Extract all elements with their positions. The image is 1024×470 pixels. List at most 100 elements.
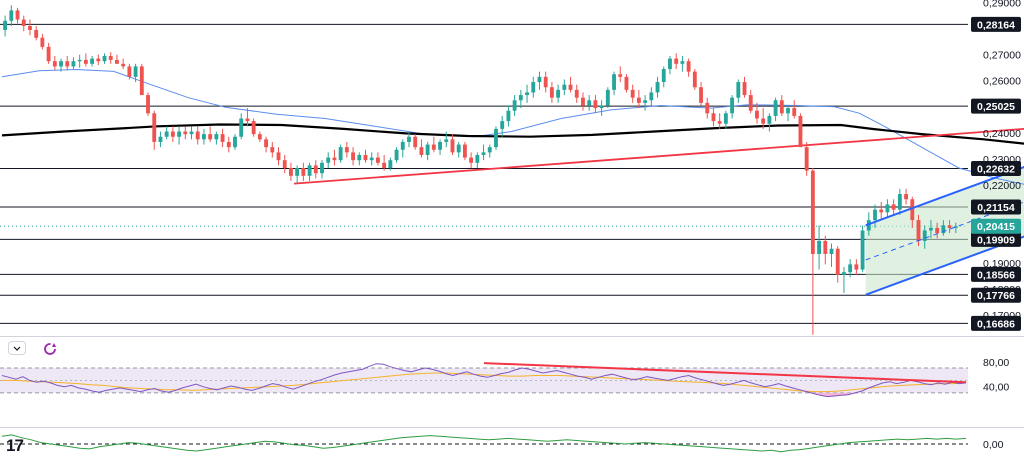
candle [226,136,231,153]
candle [475,152,480,168]
candle [270,141,275,158]
candle [786,105,790,122]
level-tag [971,287,1021,303]
candle [481,144,486,161]
candle-body [338,147,343,161]
candle [581,92,585,111]
candle-body [257,134,262,140]
candle [854,259,859,275]
candle [873,204,877,228]
candle-body [344,147,349,153]
candle-body [755,110,759,119]
candle-body [810,170,815,254]
candle-body [605,89,610,106]
candle-body [102,56,107,62]
oscillator-pane[interactable]: 0,00 [0,434,1004,453]
chevron-down-icon [13,346,21,351]
candle-body [375,157,380,163]
trendline [293,127,1024,185]
candle-body [618,74,623,77]
candle-body [935,227,940,234]
candle-body [742,82,747,96]
y-tick-label: 0,27000 [983,50,1021,62]
candle-body [276,152,281,161]
candle [233,134,237,150]
candle [326,152,331,168]
candle [692,69,697,90]
level-tag [971,231,1021,247]
candle-body [953,226,958,228]
candle [953,222,958,234]
level-tag-label: 0,25025 [977,101,1015,113]
candle [133,63,138,83]
candle [21,15,26,32]
candle-body [152,113,157,142]
candle [792,100,797,119]
candle [71,57,76,70]
refresh-indicator-button[interactable] [42,341,58,357]
candle-body [736,82,741,98]
candle-body [407,136,411,142]
candle-body [245,118,250,122]
candle [375,152,380,166]
candle-body [351,152,355,161]
candle [438,139,442,155]
candle [748,89,753,114]
candle-body [916,220,921,241]
candle [705,97,710,119]
candle-body [674,58,679,64]
level-tag-label: 0,28164 [977,19,1015,31]
candle-body [593,100,598,109]
candle-body [779,100,784,114]
candle-body [388,160,393,168]
ma-long-line [1,123,1024,145]
candle-body [804,147,809,171]
level-tag-label: 0,17766 [977,290,1015,302]
candle-body [52,61,57,67]
rsi-pane[interactable]: 80,00 40,00 [0,357,1009,398]
candle-body [177,131,182,137]
candle [910,196,915,228]
candle [332,149,337,166]
candle [189,126,194,140]
candle-body [456,144,461,153]
level-tag-label: 0,18566 [977,269,1015,281]
candle-body [537,76,542,83]
candle-body [15,10,20,20]
candle-body [506,110,511,122]
candle-body [848,264,853,273]
candle-body [568,84,573,90]
logo-text: 17 [6,436,24,455]
level-tag [971,160,1021,176]
candle [668,56,672,75]
tradingview-logo[interactable]: 17 [6,436,24,456]
candle-body [96,58,101,62]
candle [195,126,200,145]
candle-body [525,92,529,96]
candle-body [320,162,324,174]
candle [77,54,82,68]
candle-body [574,89,579,98]
price-pane[interactable]: 0,290000,270000,260000,240000,230000,220… [0,0,1024,335]
candle [90,56,95,67]
candle-body [394,149,399,161]
candle [525,84,529,103]
candle-body [3,20,8,30]
candle [313,160,318,179]
candle-body [431,144,436,150]
candle-body [146,95,150,114]
candle-body [208,134,213,140]
level-tag [971,315,1021,331]
candle-body [668,58,672,70]
candle [152,110,157,150]
rsi-oversold-fill [806,392,856,397]
candle-body [885,204,890,213]
level-tag-label: 0,19909 [977,234,1015,246]
candle-body [382,162,387,168]
collapse-pane-button[interactable] [8,341,26,355]
candle [34,26,39,41]
candle-body [332,157,337,161]
candle-body [183,131,188,135]
candle [947,220,952,234]
